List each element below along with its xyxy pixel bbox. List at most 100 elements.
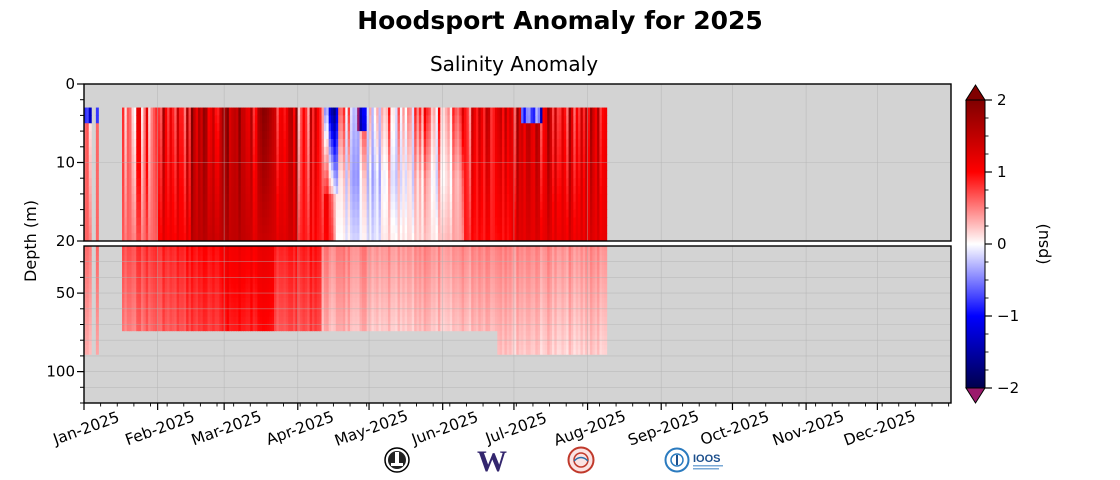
heatmap-cell xyxy=(578,170,582,179)
heatmap-cell xyxy=(183,131,187,140)
heatmap-cell xyxy=(554,193,558,203)
heatmap-cell xyxy=(307,178,311,187)
heatmap-cell xyxy=(478,138,482,148)
heatmap-cell xyxy=(366,162,370,171)
heatmap-cell xyxy=(300,201,304,210)
heatmap-cell xyxy=(152,311,156,318)
heatmap-cell xyxy=(278,162,282,171)
heatmap-cell xyxy=(155,264,159,270)
heatmap-cell xyxy=(243,326,247,332)
heatmap-cell xyxy=(160,288,163,294)
heatmap-cell xyxy=(264,278,268,285)
heatmap-cell xyxy=(475,233,479,241)
heatmap-cell xyxy=(587,201,591,210)
heatmap-cell xyxy=(328,138,332,148)
heatmap-cell xyxy=(378,170,382,179)
heatmap-cell xyxy=(319,193,323,203)
heatmap-cell xyxy=(288,138,292,148)
heatmap-cell xyxy=(361,162,365,171)
heatmap-cell xyxy=(183,107,187,116)
heatmap-cell xyxy=(518,201,522,210)
heatmap-cell xyxy=(95,307,99,313)
heatmap-cell xyxy=(176,260,180,266)
heatmap-cell xyxy=(219,138,223,148)
heatmap-cell xyxy=(521,233,525,241)
heatmap-cell xyxy=(506,209,510,218)
heatmap-cell xyxy=(276,123,280,132)
heatmap-cell xyxy=(169,178,173,187)
heatmap-cell xyxy=(259,201,263,210)
heatmap-cell xyxy=(480,170,484,179)
heatmap-cell xyxy=(233,264,237,270)
heatmap-cell xyxy=(224,264,228,270)
heatmap-cell xyxy=(252,274,256,280)
heatmap-cell xyxy=(435,217,439,226)
heatmap-cell xyxy=(257,201,261,210)
heatmap-cell xyxy=(340,138,344,148)
heatmap-cell xyxy=(181,316,185,322)
heatmap-cell xyxy=(528,115,532,124)
heatmap-cell xyxy=(395,217,399,226)
heatmap-cell xyxy=(228,162,232,171)
heatmap-cell xyxy=(556,162,560,171)
heatmap-cell xyxy=(126,246,130,252)
heatmap-cell xyxy=(447,146,451,156)
heatmap-cell xyxy=(171,138,175,148)
heatmap-cell xyxy=(214,278,218,285)
heatmap-cell xyxy=(409,162,413,171)
heatmap-cell xyxy=(494,123,498,132)
heatmap-cell xyxy=(544,209,548,218)
heatmap-cell xyxy=(390,115,394,124)
heatmap-cell xyxy=(259,217,263,226)
heatmap-cell xyxy=(155,246,159,252)
heatmap-cell xyxy=(397,233,401,241)
heatmap-cell xyxy=(264,233,268,241)
heatmap-cell xyxy=(162,293,166,299)
heatmap-cell xyxy=(578,107,582,116)
heatmap-cell xyxy=(504,115,508,124)
heatmap-cell xyxy=(264,274,268,280)
heatmap-cell xyxy=(592,107,596,116)
heatmap-cell xyxy=(502,193,506,203)
heatmap-cell xyxy=(390,209,394,218)
heatmap-cell xyxy=(452,107,456,116)
heatmap-cell xyxy=(181,326,185,332)
heatmap-cell xyxy=(540,131,544,140)
heatmap-cell xyxy=(255,288,258,294)
heatmap-cell xyxy=(133,321,137,327)
heatmap-cell xyxy=(240,250,244,256)
heatmap-cell xyxy=(357,201,361,210)
heatmap-cell xyxy=(84,154,87,163)
heatmap-cell xyxy=(352,138,356,148)
heatmap-cell xyxy=(502,154,506,163)
heatmap-cell xyxy=(141,316,144,322)
heatmap-cell xyxy=(397,178,401,187)
heatmap-cell xyxy=(95,349,99,355)
heatmap-cell xyxy=(188,201,192,210)
heatmap-cell xyxy=(582,146,586,156)
heatmap-cell xyxy=(535,201,539,210)
heatmap-cell xyxy=(335,186,339,195)
heatmap-cell xyxy=(274,123,278,132)
heatmap-cell xyxy=(471,162,475,171)
heatmap-cell xyxy=(559,201,563,210)
heatmap-cell xyxy=(369,154,373,163)
heatmap-cell xyxy=(209,115,213,124)
heatmap-cell xyxy=(416,107,420,116)
heatmap-cell xyxy=(437,123,441,132)
heatmap-cell xyxy=(347,138,351,148)
heatmap-cell xyxy=(373,154,377,163)
heatmap-cell xyxy=(224,170,228,179)
heatmap-cell xyxy=(122,233,125,241)
heatmap-cell xyxy=(231,311,235,318)
heatmap-cell xyxy=(238,217,242,226)
heatmap-cell xyxy=(167,307,171,313)
heatmap-cell xyxy=(335,225,339,234)
heatmap-cell xyxy=(236,293,239,299)
heatmap-cell xyxy=(183,326,187,332)
heatmap-cell xyxy=(319,170,323,179)
heatmap-cell xyxy=(262,233,266,241)
heatmap-cell xyxy=(561,170,565,179)
heatmap-cell xyxy=(561,138,565,148)
heatmap-cell xyxy=(535,233,539,241)
